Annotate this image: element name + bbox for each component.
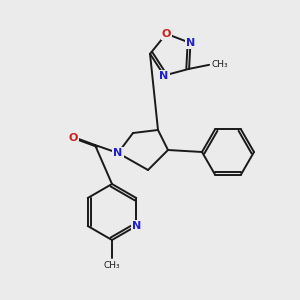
Text: N: N: [113, 148, 123, 158]
Text: N: N: [186, 38, 195, 48]
Text: CH₃: CH₃: [211, 60, 228, 69]
Text: O: O: [68, 133, 78, 143]
Text: N: N: [132, 221, 141, 231]
Text: N: N: [160, 70, 169, 80]
Text: O: O: [162, 29, 171, 39]
Text: CH₃: CH₃: [104, 261, 120, 270]
